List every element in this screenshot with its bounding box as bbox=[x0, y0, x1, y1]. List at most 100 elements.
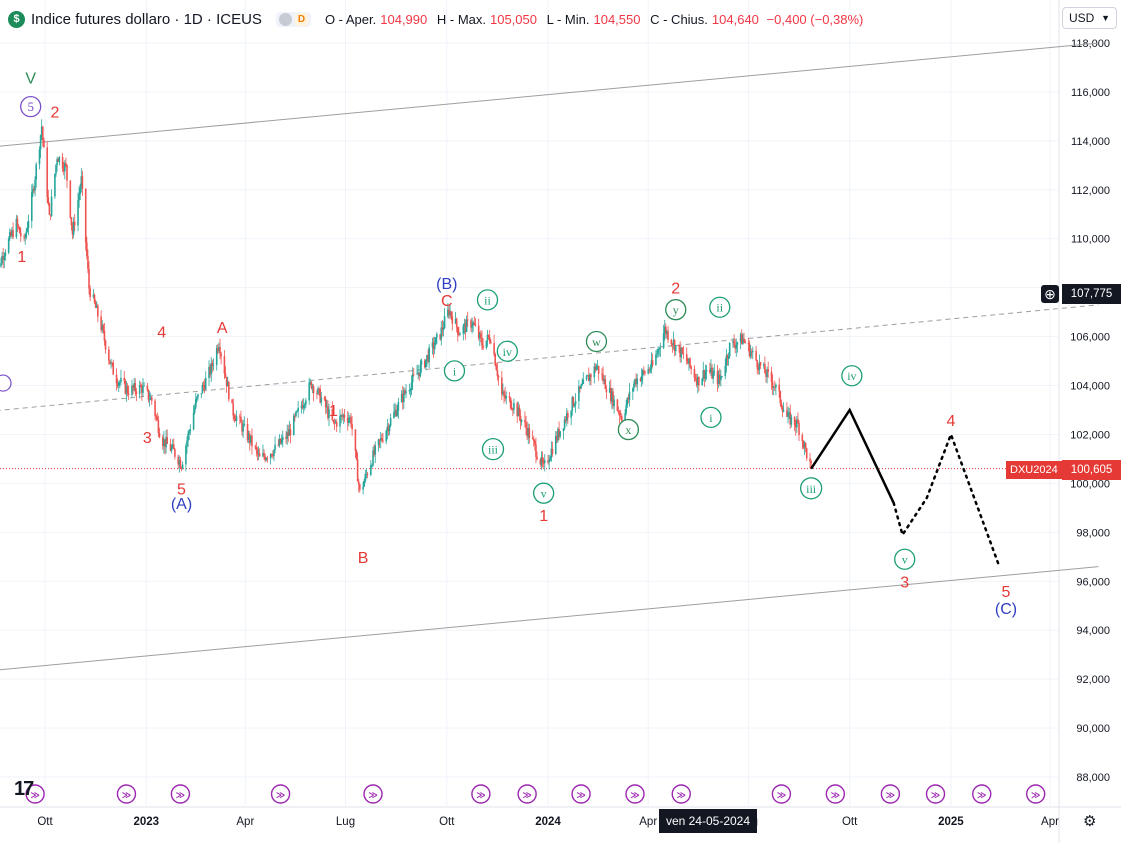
candle-body bbox=[644, 371, 646, 374]
candle-body bbox=[442, 328, 445, 331]
candle-body bbox=[323, 397, 326, 400]
candle-body bbox=[632, 388, 634, 392]
candle-body bbox=[703, 370, 706, 379]
candle-body bbox=[733, 341, 735, 346]
event-marker-icon[interactable] bbox=[880, 784, 901, 804]
status-pill[interactable]: D bbox=[275, 11, 311, 27]
event-marker-icon[interactable] bbox=[925, 784, 946, 804]
wave-label: w bbox=[592, 335, 601, 349]
event-marker-icon[interactable] bbox=[471, 784, 491, 804]
event-marker-icon[interactable] bbox=[270, 784, 291, 804]
candle-body bbox=[163, 439, 165, 447]
candle-body bbox=[311, 386, 314, 389]
candle-body bbox=[17, 225, 20, 228]
y-tick-label: 92,000 bbox=[1076, 674, 1110, 686]
candle-body bbox=[510, 408, 513, 410]
candle-body bbox=[647, 369, 650, 374]
channel-line bbox=[0, 566, 1099, 671]
candle-body bbox=[279, 438, 282, 444]
event-marker-icon[interactable] bbox=[972, 784, 992, 804]
event-marker-icon[interactable] bbox=[771, 784, 792, 804]
add-alert-button[interactable]: ⊕ bbox=[1041, 285, 1059, 303]
candle-body bbox=[195, 398, 197, 408]
chart-title[interactable]: Indice futures dollaro · 1D · ICEUS bbox=[31, 10, 262, 28]
candle-body bbox=[161, 437, 164, 447]
candle-body bbox=[220, 353, 222, 357]
candle-body bbox=[464, 323, 467, 333]
candle-body bbox=[171, 444, 174, 448]
candle-body bbox=[455, 318, 458, 328]
candle-body bbox=[273, 449, 275, 456]
candle-body bbox=[574, 401, 577, 405]
candle-body bbox=[634, 379, 636, 384]
candle-body bbox=[497, 376, 500, 378]
event-marker-icon[interactable] bbox=[571, 784, 591, 804]
x-tick-label: Apr bbox=[639, 816, 657, 828]
candle-body bbox=[679, 346, 681, 358]
low-key: L - Min. bbox=[546, 11, 590, 27]
event-marker-icon[interactable] bbox=[363, 784, 383, 804]
candle-body bbox=[793, 416, 796, 425]
candle-body bbox=[396, 410, 399, 416]
event-marker-icon[interactable] bbox=[116, 784, 137, 804]
candle-body bbox=[459, 333, 461, 336]
event-marker-icon[interactable] bbox=[625, 784, 645, 804]
candle-body bbox=[373, 450, 375, 455]
event-marker-icon[interactable] bbox=[1025, 784, 1046, 804]
candle-body bbox=[288, 429, 291, 436]
candle-body bbox=[617, 410, 620, 413]
event-marker-icon[interactable] bbox=[25, 784, 45, 804]
candle-body bbox=[79, 187, 82, 195]
candle-body bbox=[401, 393, 404, 403]
candle-body bbox=[180, 467, 183, 469]
candle-body bbox=[779, 391, 782, 404]
candle-body bbox=[287, 432, 290, 436]
candle-body bbox=[240, 416, 242, 423]
candle-body bbox=[604, 378, 607, 389]
event-marker-glyph: ≫ bbox=[122, 791, 131, 801]
chevron-down-icon: ▼ bbox=[1101, 13, 1110, 23]
candle-body bbox=[749, 351, 752, 356]
candle-body bbox=[148, 399, 151, 401]
candle-body bbox=[57, 159, 60, 162]
close-key: C - Chius. bbox=[650, 11, 708, 27]
event-marker-icon[interactable] bbox=[671, 784, 691, 804]
candle-body bbox=[765, 373, 767, 377]
candle-body bbox=[740, 334, 743, 345]
candle-body bbox=[432, 342, 435, 350]
channel-line bbox=[0, 304, 1099, 411]
candle-body bbox=[11, 230, 13, 236]
candle-body bbox=[411, 374, 414, 383]
candle-body bbox=[625, 405, 628, 414]
currency-select[interactable]: USD ▼ bbox=[1062, 7, 1117, 29]
candle-body bbox=[395, 409, 397, 416]
y-tick-label: 94,000 bbox=[1076, 625, 1110, 637]
wave-label: 2 bbox=[50, 105, 59, 122]
candle-body bbox=[201, 384, 204, 394]
candle-body bbox=[590, 374, 592, 378]
wave-label-circle bbox=[709, 296, 731, 318]
candle-body bbox=[690, 366, 692, 370]
x-tick-label: 2025 bbox=[938, 816, 964, 828]
candle-body bbox=[248, 433, 251, 443]
candle-body bbox=[420, 360, 423, 365]
candle-body bbox=[486, 334, 489, 341]
symbol-tag: DXU2024 bbox=[1006, 461, 1062, 479]
event-marker-icon[interactable] bbox=[517, 784, 537, 804]
gear-icon[interactable]: ⚙ bbox=[1083, 813, 1097, 830]
candle-body bbox=[674, 345, 677, 352]
tradingview-logo-icon[interactable]: 17 bbox=[14, 778, 34, 800]
candle-body bbox=[494, 353, 497, 366]
event-marker-icon[interactable] bbox=[170, 784, 191, 804]
candle-body bbox=[802, 441, 805, 448]
candle-body bbox=[19, 233, 22, 237]
candle-body bbox=[702, 370, 705, 379]
candle-body bbox=[55, 164, 57, 174]
event-marker-icon[interactable] bbox=[825, 784, 846, 804]
candle-body bbox=[419, 364, 422, 376]
candle-body bbox=[382, 440, 384, 442]
candle-body bbox=[405, 391, 407, 394]
candle-body bbox=[517, 407, 520, 417]
y-tick-label: 88,000 bbox=[1076, 772, 1110, 784]
